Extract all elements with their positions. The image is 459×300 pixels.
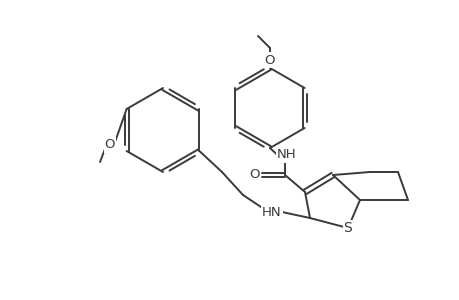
Text: NH: NH — [277, 148, 296, 161]
Text: HN: HN — [262, 206, 281, 218]
Text: O: O — [105, 139, 115, 152]
Text: O: O — [264, 53, 274, 67]
Text: O: O — [249, 169, 260, 182]
Text: S: S — [343, 221, 352, 235]
